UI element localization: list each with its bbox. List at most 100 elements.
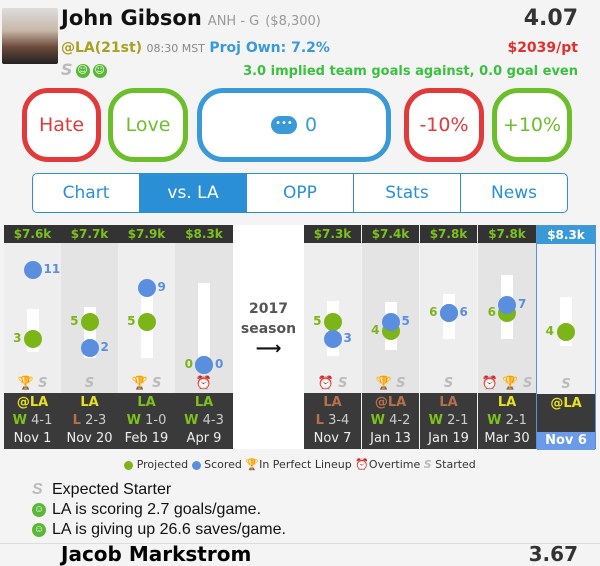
plot-area: 5 2 S bbox=[61, 243, 118, 393]
salary-label: $7.8k bbox=[478, 225, 536, 243]
game-column[interactable]: $7.8k 6 7 ⏰ 🏆 S LA W 2-1 Mar 30 bbox=[478, 225, 536, 449]
game-result: W 1-0 bbox=[118, 412, 175, 430]
salary-label: $7.4k bbox=[362, 225, 419, 243]
game-info: LA L 3-4 Nov 7 bbox=[304, 393, 361, 449]
projected-value: 3 bbox=[13, 331, 22, 346]
opponent-team: @LA bbox=[16, 395, 49, 410]
plot-area: 5 9 🏆 S bbox=[118, 243, 175, 393]
clock-icon: ⏰ bbox=[195, 376, 213, 391]
opponent: @LA(21st) bbox=[61, 40, 143, 56]
game-score: 4-1 bbox=[31, 413, 53, 428]
next-player-name: Jacob Markstrom bbox=[61, 542, 252, 566]
plus-10-button[interactable]: +10% bbox=[492, 88, 572, 162]
salary: ($8,300) bbox=[265, 14, 321, 29]
tab-news[interactable]: News bbox=[491, 183, 537, 203]
projected-value: 4 bbox=[371, 322, 380, 337]
result-letter: L bbox=[315, 413, 324, 428]
scored-dot bbox=[498, 295, 516, 314]
game-column[interactable]: $8.3k 0 0 ⏰ LA W 4-3 Apr 9 bbox=[175, 225, 233, 449]
game-info: @LA W 4-1 Nov 1 bbox=[4, 393, 61, 449]
game-icons: 🏆 S bbox=[118, 376, 175, 391]
game-score: 2-1 bbox=[447, 413, 469, 428]
scored-value: 5 bbox=[401, 314, 410, 328]
game-column[interactable]: $7.4k 4 5 🏆 S @LA W 4-2 Jan 13 bbox=[362, 225, 419, 449]
result-letter: L bbox=[72, 413, 81, 428]
opponent-team: @LA bbox=[550, 396, 582, 411]
game-info: LA W 2-1 Mar 30 bbox=[478, 393, 536, 449]
legend-scored: Scored bbox=[204, 458, 242, 471]
scored-dot bbox=[80, 338, 99, 357]
scored-dot bbox=[323, 330, 342, 349]
comment-count: 0 bbox=[304, 114, 318, 136]
game-column[interactable]: $7.6k 3 11 🏆 S @LA W 4-1 Nov 1 bbox=[4, 225, 61, 449]
scored-dot bbox=[137, 278, 156, 297]
notes-list: S Expected Starter ☺ LA is scoring 2.7 goa… bbox=[32, 480, 286, 540]
game-date: Nov 1 bbox=[13, 431, 52, 446]
scored-dot bbox=[23, 261, 42, 280]
trophy-icon: 🏆 bbox=[131, 376, 148, 391]
projected-value: 6 bbox=[429, 305, 438, 320]
trophy-icon: 🏆 bbox=[17, 376, 34, 391]
status-icons: S ☺ ☺ bbox=[61, 60, 107, 79]
projected-dot-icon bbox=[124, 460, 134, 470]
upcoming-game-column[interactable]: $8.3k 4 S @LA Nov 6 bbox=[536, 225, 596, 450]
projected-value: 5 bbox=[313, 314, 322, 328]
game-icons: S bbox=[61, 376, 118, 391]
tab-chart[interactable]: Chart bbox=[33, 174, 140, 212]
smile-icon: ☺ bbox=[92, 63, 107, 78]
clock-icon: ⏰ bbox=[317, 376, 334, 391]
comment-icon: ••• bbox=[270, 116, 297, 134]
game-info: @LA bbox=[537, 394, 595, 432]
scored-value: 11 bbox=[43, 262, 61, 277]
scored-value: 3 bbox=[343, 331, 352, 346]
game-info: @LA W 4-2 Jan 13 bbox=[362, 393, 419, 449]
started-icon: S bbox=[338, 376, 348, 391]
result-letter: W bbox=[487, 413, 502, 428]
tab-stats[interactable]: Stats bbox=[354, 174, 461, 212]
love-button[interactable]: Love bbox=[108, 88, 188, 162]
scored-value: 7 bbox=[518, 296, 527, 311]
projected-dot bbox=[80, 313, 99, 331]
game-score: 1-0 bbox=[145, 413, 167, 428]
comments-button[interactable]: ••• 0 bbox=[197, 88, 391, 162]
season-divider: 2017 season ⟶ bbox=[233, 225, 304, 449]
hate-button[interactable]: Hate bbox=[22, 88, 101, 162]
next-player-row[interactable]: Jacob Markstrom 3.67 bbox=[0, 543, 600, 564]
game-column[interactable]: $7.9k 5 9 🏆 S LA W 1-0 Feb 19 bbox=[118, 225, 175, 449]
game-info: LA W 1-0 Feb 19 bbox=[118, 393, 175, 449]
opponent-team: LA bbox=[137, 395, 156, 410]
minus-10-button[interactable]: -10% bbox=[404, 88, 484, 162]
opponent-team: LA bbox=[80, 395, 99, 410]
opponent-team: LA bbox=[194, 395, 214, 410]
note-item: ☺ LA is giving up 26.6 saves/game. bbox=[32, 520, 286, 540]
tab-opp[interactable]: OPP bbox=[247, 174, 354, 212]
game-column[interactable]: $7.7k 5 2 S LA L 2-3 Nov 20 bbox=[61, 225, 118, 449]
game-icons: ⏰ 🏆 S bbox=[478, 376, 536, 391]
started-icon: S bbox=[443, 376, 454, 391]
game-date: Apr 9 bbox=[186, 431, 222, 446]
result-letter: W bbox=[126, 413, 141, 428]
game-score: 4-3 bbox=[202, 413, 224, 428]
game-column[interactable]: $7.3k 5 3 ⏰ S LA L 3-4 Nov 7 bbox=[304, 225, 361, 449]
player-name[interactable]: John Gibson ANH - G ($8,300) bbox=[61, 6, 321, 30]
started-icon: S bbox=[523, 376, 533, 391]
player-avatar bbox=[2, 8, 58, 64]
game-result: W 2-1 bbox=[478, 412, 536, 430]
salary-label: $7.9k bbox=[118, 225, 175, 243]
started-icon: S bbox=[396, 376, 406, 391]
game-date: Nov 7 bbox=[313, 431, 352, 446]
scored-value: 6 bbox=[459, 305, 468, 320]
plot-area: 0 0 ⏰ bbox=[175, 243, 233, 393]
opponent-team: LA bbox=[439, 395, 458, 410]
projection-range-bar bbox=[198, 283, 210, 361]
legend-overtime: Overtime bbox=[368, 458, 421, 471]
game-date: Nov 6 bbox=[537, 432, 595, 450]
tab-vs-la[interactable]: vs. LA bbox=[140, 174, 247, 212]
started-icon: S bbox=[561, 377, 571, 392]
plot-area: 6 7 ⏰ 🏆 S bbox=[478, 243, 536, 393]
player-name-text: John Gibson bbox=[61, 6, 202, 30]
game-result: W 2-1 bbox=[420, 412, 477, 430]
game-column[interactable]: $7.8k 6 6 S LA W 2-1 Jan 19 bbox=[420, 225, 477, 449]
note-text: Expected Starter bbox=[52, 481, 172, 498]
projected-points: 4.07 bbox=[523, 6, 578, 31]
